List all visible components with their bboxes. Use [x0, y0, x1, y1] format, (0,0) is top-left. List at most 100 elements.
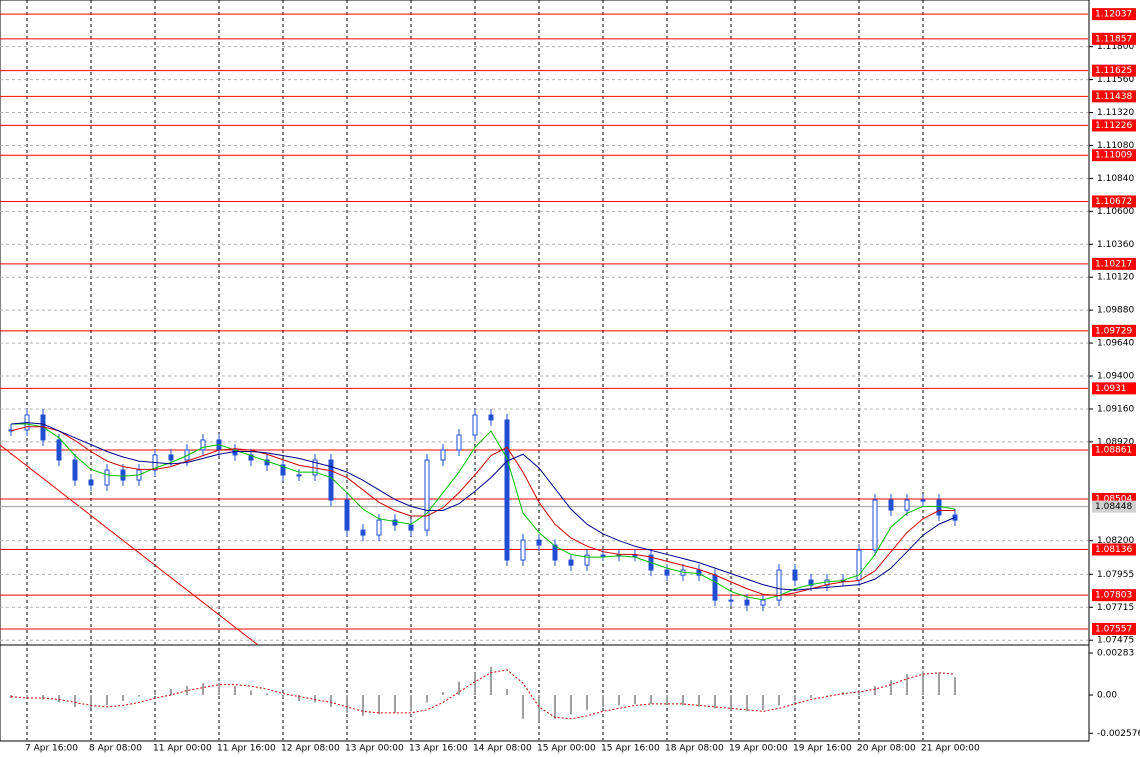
y-tick-label: 1.07475: [1097, 636, 1134, 646]
candle-body: [56, 439, 62, 461]
level-label: 1.07557: [1095, 624, 1132, 634]
level-label: 1.11226: [1095, 121, 1132, 131]
level-label: 1.11857: [1095, 34, 1132, 44]
x-tick-label: 11 Apr 16:00: [217, 744, 276, 754]
moving-average: [10, 422, 956, 591]
level-label-box: [1092, 589, 1136, 602]
candle-body: [776, 569, 782, 601]
histogram-bar: [474, 672, 476, 696]
y-tick-label: 1.09160: [1097, 404, 1134, 414]
candle-body: [472, 414, 478, 436]
level-label-box: [1092, 90, 1136, 103]
candle-body: [808, 579, 814, 586]
candle-body: [392, 519, 398, 526]
x-tick-label: 20 Apr 08:00: [857, 744, 916, 754]
histogram-bar: [186, 686, 188, 696]
candle-body: [104, 469, 110, 486]
histogram-bar: [874, 686, 876, 696]
x-tick-label: 13 Apr 16:00: [409, 744, 468, 754]
histogram-bar: [490, 666, 492, 696]
candle-body: [936, 499, 942, 516]
histogram-bar: [330, 695, 332, 707]
histogram-bar: [458, 681, 460, 696]
histogram-bar: [426, 695, 428, 703]
histogram-bar: [826, 695, 828, 696]
x-tick-label: 14 Apr 08:00: [473, 744, 532, 754]
candle-body: [712, 574, 718, 601]
candle-body: [872, 499, 878, 551]
candle-body: [728, 599, 734, 602]
trend-line: [0, 444, 259, 646]
candle-body: [664, 569, 670, 576]
histogram-bar: [666, 695, 668, 704]
level-label: 1.0931: [1095, 384, 1127, 394]
histogram-bar: [522, 695, 524, 719]
level-label: 1.07803: [1095, 591, 1132, 601]
level-label-box: [1092, 119, 1136, 132]
candle-body: [440, 449, 446, 461]
x-tick-label: 11 Apr 00:00: [153, 744, 212, 754]
level-label: 1.12037: [1095, 10, 1132, 20]
candle-body: [88, 479, 94, 486]
level-label-box: [1092, 622, 1136, 635]
candle-body: [696, 569, 702, 576]
histogram-bar: [810, 695, 812, 698]
level-label-box: [1092, 32, 1136, 45]
level-label: 1.08861: [1095, 445, 1132, 455]
level-label-box: [1092, 195, 1136, 208]
histogram-bar: [650, 695, 652, 704]
x-tick-label: 19 Apr 16:00: [793, 744, 852, 754]
histogram-bar: [746, 695, 748, 712]
histogram-bar: [202, 683, 204, 696]
level-label: 1.10217: [1095, 259, 1132, 269]
histogram-bar: [410, 695, 412, 712]
level-label-box: [1092, 149, 1136, 162]
candle-body: [584, 554, 590, 566]
histogram-bar: [570, 695, 572, 715]
y-tick-label: 0.00283: [1097, 649, 1134, 659]
candle-body: [456, 434, 462, 451]
y-tick-label: 0.00: [1097, 691, 1117, 701]
candle-body: [376, 519, 382, 536]
y-tick-label: 1.09880: [1097, 306, 1134, 316]
level-label: 1.09729: [1095, 326, 1132, 336]
y-tick-label: 1.09640: [1097, 339, 1134, 349]
level-label: 1.08136: [1095, 545, 1132, 555]
y-tick-label: 1.10600: [1097, 207, 1134, 217]
histogram-bar: [250, 690, 252, 696]
candle-body: [280, 464, 286, 476]
y-tick-label: -0.002576: [1097, 729, 1140, 739]
candle-body: [408, 524, 414, 531]
candle-body: [488, 414, 494, 421]
histogram-bar: [698, 695, 700, 707]
level-label-box: [1092, 324, 1136, 337]
candle-body: [504, 419, 510, 561]
candle-body: [920, 499, 926, 502]
candle-body: [168, 454, 174, 461]
candle-body: [632, 554, 638, 557]
x-tick-label: 18 Apr 08:00: [665, 744, 724, 754]
histogram-bar: [714, 695, 716, 709]
x-tick-label: 21 Apr 00:00: [921, 744, 980, 754]
candle-body: [904, 499, 910, 511]
histogram-bar: [890, 680, 892, 696]
histogram-bar: [634, 695, 636, 704]
histogram-bar: [266, 693, 268, 696]
level-label-box: [1092, 382, 1136, 395]
candle-body: [552, 544, 558, 561]
candle-body: [600, 554, 606, 557]
y-tick-label: 1.08200: [1097, 536, 1134, 546]
current-price-label: 1.08448: [1095, 502, 1132, 512]
histogram-bar: [122, 695, 124, 701]
x-tick-label: 12 Apr 08:00: [281, 744, 340, 754]
x-tick-label: 13 Apr 00:00: [345, 744, 404, 754]
histogram-bar: [394, 695, 396, 713]
candle-body: [360, 529, 366, 536]
candle-body: [248, 454, 254, 461]
candle-body: [536, 539, 542, 546]
y-tick-label: 1.10840: [1097, 174, 1134, 184]
histogram-bar: [938, 672, 940, 696]
histogram-bar: [170, 689, 172, 696]
candle-body: [344, 499, 350, 531]
